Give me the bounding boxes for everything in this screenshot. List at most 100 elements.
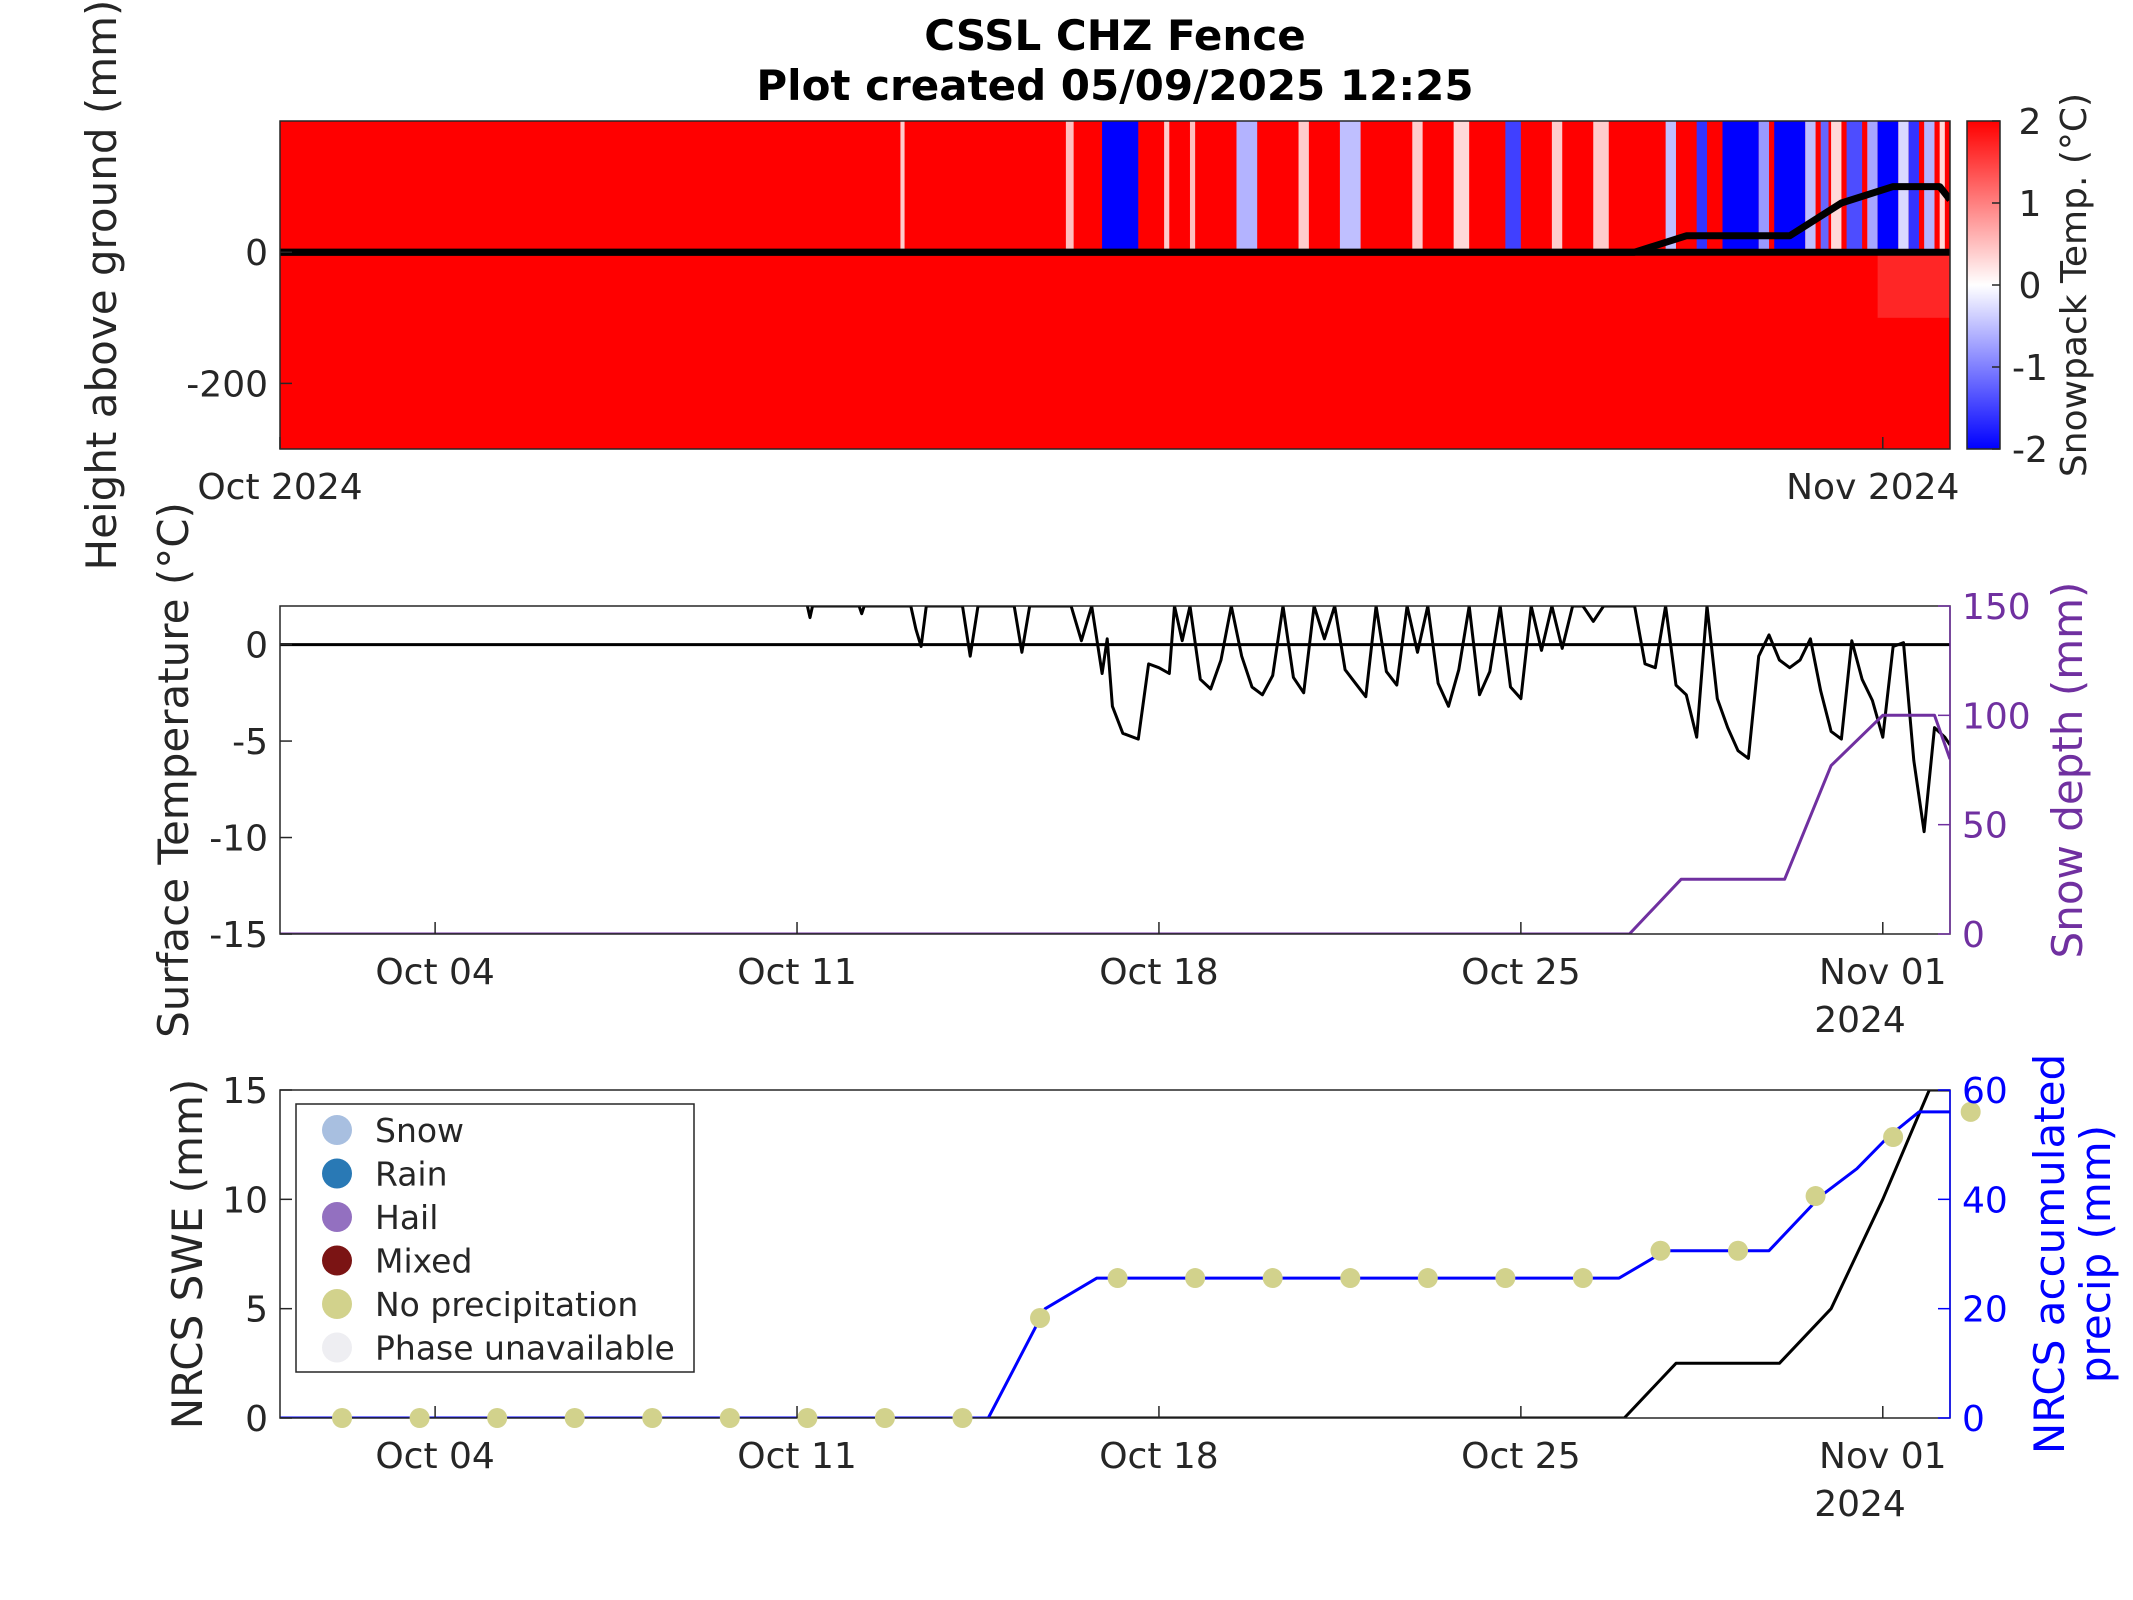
no-precipitation-marker	[1728, 1240, 1749, 1261]
legend-swatch	[322, 1245, 352, 1276]
colorbar-tick-label: -1	[2012, 348, 2048, 389]
heatmap-band	[1236, 121, 1258, 253]
no-precipitation-marker	[874, 1408, 895, 1428]
y-tick-label: -200	[186, 364, 268, 405]
y2-tick-label: 60	[1962, 1071, 2008, 1112]
panel-3-y2label-line-2: precip (mm)	[2071, 1125, 2120, 1383]
panel-3-ylabel: NRCS SWE (mm)	[163, 1079, 212, 1430]
x-tick-label: Oct 11	[737, 952, 857, 993]
no-precipitation-marker	[1805, 1186, 1826, 1207]
panel-snowpack-heatmap: 0 -200 Oct 2024 Nov 2024 Height above groun…	[77, 0, 2095, 570]
no-precipitation-marker	[1107, 1268, 1128, 1289]
heatmap-band	[1696, 121, 1707, 253]
x-tick-year: 2024	[1814, 1484, 1906, 1525]
y2-tick-label: 50	[1962, 806, 2008, 847]
heatmap-band	[1805, 121, 1816, 253]
y2-tick-label: 0	[1962, 1399, 1985, 1440]
legend-swatch	[322, 1332, 352, 1363]
no-precipitation-marker	[1572, 1268, 1593, 1289]
panel-2-frame	[279, 605, 1951, 935]
y-tick-label: 15	[222, 1071, 268, 1112]
heatmap-band	[1065, 121, 1074, 253]
x-tick-label: Oct 18	[1099, 1436, 1219, 1477]
legend-label: Rain	[375, 1155, 448, 1194]
no-precipitation-marker	[1185, 1268, 1206, 1289]
legend-label: Phase unavailable	[375, 1329, 675, 1368]
surface-temperature-line	[805, 606, 1950, 834]
snow-depth-line	[280, 183, 1950, 256]
y2-tick-label: 150	[1962, 587, 2031, 628]
no-precipitation-marker	[487, 1408, 508, 1428]
heatmap-band	[1189, 121, 1196, 253]
colorbar-tick-label: 0	[2019, 266, 2042, 307]
y-tick-label: 10	[222, 1180, 268, 1221]
chart-title-line-1: CSSL CHZ Fence	[924, 11, 1305, 60]
heatmap-band	[1846, 121, 1863, 253]
y-tick-label: -10	[209, 819, 268, 860]
legend-label: Snow	[375, 1111, 464, 1150]
heatmap-band	[1298, 121, 1309, 253]
heatmap-band	[1453, 121, 1470, 253]
y2-tick-label: 20	[1962, 1290, 2008, 1331]
heatmap-band	[1665, 121, 1676, 253]
heatmap-ground-shade	[1877, 252, 1950, 318]
x-tick-label: Oct 25	[1461, 952, 1581, 993]
legend-label: Hail	[375, 1198, 438, 1237]
no-precipitation-marker	[1262, 1268, 1283, 1289]
snow-depth-line	[280, 713, 1950, 934]
x-tick-label: Oct 04	[375, 952, 495, 993]
heatmap-band	[1339, 121, 1361, 253]
legend-swatch	[322, 1158, 352, 1189]
y-tick-label: -5	[232, 722, 268, 763]
heatmap-band	[1412, 121, 1423, 253]
colorbar-tick-label: 2	[2019, 102, 2042, 143]
y-tick-label: 0	[245, 233, 268, 274]
no-precipitation-marker	[564, 1408, 585, 1428]
panel-2-ylabel: Surface Temperature (°C)	[149, 502, 198, 1038]
y2-tick-label: 100	[1962, 696, 2031, 737]
panel-surface-temperature: 0 -5 -10 -15 150 100 50 0 Oct 04 Oct 11 Oct 18 Oct …	[149, 502, 2092, 1041]
no-precipitation-marker	[1417, 1268, 1438, 1289]
panel-1-frame	[279, 120, 1951, 450]
y-tick-label: 0	[245, 626, 268, 667]
heatmap-band	[1102, 121, 1139, 253]
heatmap-band	[1831, 121, 1842, 253]
panel-3-y2label-line-1: NRCS accumulated	[2025, 1054, 2074, 1454]
y-tick-label: 5	[245, 1290, 268, 1331]
y-tick-label: -15	[209, 915, 268, 956]
x-tick-label: Nov 01	[1819, 952, 1947, 993]
no-precipitation-marker	[642, 1408, 663, 1428]
no-precipitation-marker	[952, 1408, 973, 1428]
y2-tick-label: 0	[1962, 915, 1985, 956]
legend-label: Mixed	[375, 1242, 472, 1281]
x-tick-year: 2024	[1814, 1000, 1906, 1041]
colorbar-tick-label: 1	[2019, 184, 2042, 225]
heatmap-band	[1758, 121, 1770, 253]
no-precipitation-marker	[1960, 1101, 1981, 1122]
heatmap-band	[1722, 121, 1759, 253]
panel-2-y2label: Snow depth (mm)	[2043, 582, 2092, 959]
x-tick-label: Oct 18	[1099, 952, 1219, 993]
no-precipitation-marker	[1650, 1240, 1671, 1261]
no-precipitation-marker	[797, 1408, 818, 1428]
no-precipitation-marker	[1030, 1307, 1051, 1328]
heatmap-band	[1505, 121, 1521, 253]
x-tick-label: Oct 11	[737, 1436, 857, 1477]
x-tick-label: Oct 25	[1461, 1436, 1581, 1477]
no-precipitation-marker	[1883, 1127, 1904, 1148]
y-tick-label: 0	[245, 1399, 268, 1440]
heatmap-band	[1164, 121, 1170, 253]
no-precipitation-marker	[719, 1408, 740, 1428]
no-precipitation-marker	[1495, 1268, 1516, 1289]
legend: Snow Rain Hail Mixed No precipitation Phase u…	[295, 1103, 695, 1373]
panel-1-ylabel: Height above ground (mm)	[77, 0, 126, 570]
legend-box	[295, 1103, 695, 1373]
colorbar-label: Snowpack Temp. (°C)	[2054, 93, 2095, 477]
x-tick-label: Oct 04	[375, 1436, 495, 1477]
no-precipitation-marker	[1340, 1268, 1361, 1289]
no-precipitation-marker	[409, 1408, 430, 1428]
heatmap-band	[1551, 121, 1563, 253]
x-tick-label: Nov 01	[1819, 1436, 1947, 1477]
heatmap-band	[1820, 121, 1829, 253]
